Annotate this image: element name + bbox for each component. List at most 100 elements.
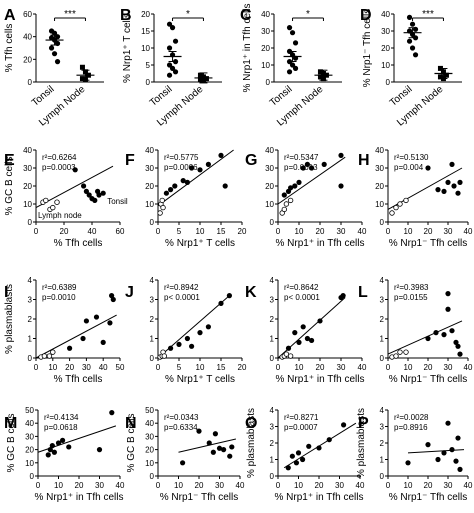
panel-n-point-filled: [206, 440, 212, 446]
panel-n-y-tick-label: 30: [145, 432, 154, 441]
panel-m-point-filled: [60, 437, 66, 443]
panel-i-point-filled: [110, 296, 116, 303]
panel-j-point-open: [161, 353, 167, 359]
panel-c-y-label: % Nrp1⁺ in Tfh cells: [242, 3, 253, 92]
panel-m-y-tick-label: 0: [30, 472, 35, 481]
panel-m-y-tick-label: 40: [25, 419, 34, 428]
panel-i-y-tick-label: 3: [28, 296, 33, 305]
panel-k-x-tick-label: 30: [337, 363, 346, 372]
panel-j-y-tick-label: 4: [150, 276, 155, 285]
panel-i-point-filled: [100, 339, 106, 345]
panel-o-point-filled: [300, 456, 306, 463]
panel-p-x-tick-label: 0: [386, 481, 391, 490]
panel-n-x-tick-label: 40: [236, 481, 245, 490]
panel-i-point-open: [46, 353, 53, 359]
panel-m-stat-label: p=0.0618: [44, 423, 78, 432]
panel-e-stat-label: p=0.0003: [42, 163, 76, 172]
panel-h-x-label: % Nrp1⁻ Tfh cells: [389, 238, 467, 249]
panel-m-point-filled: [47, 447, 53, 453]
panel-n-stat-label: p=0.6334: [164, 423, 198, 432]
panel-o-y-tick-label: 2: [270, 439, 275, 448]
panel-o-y-tick-label: 3: [270, 423, 275, 432]
panel-g-x-tick-label: 40: [358, 227, 367, 236]
panel-l-letter: L: [358, 284, 368, 301]
panel-g-x-tick-label: 20: [316, 227, 325, 236]
panel-h-point-filled: [451, 183, 457, 189]
panel-j-stat-label: p< 0.0001: [164, 293, 200, 302]
panel-c-point-tonsil: [286, 25, 293, 31]
panel-m-stat-label: r²=0.4134: [44, 413, 79, 422]
panel-a-y-tick-label: 20: [23, 55, 32, 64]
panel-k-letter: K: [245, 284, 257, 301]
panel-c-point-tonsil: [286, 69, 293, 75]
panel-g-x-tick-label: 30: [337, 227, 346, 236]
panel-c-y-tick-label: 40: [261, 10, 270, 19]
panel-g-regression-line: [277, 156, 346, 205]
panel-e-point-filled: [81, 183, 87, 189]
panel-e-y-label: % GC B cells: [4, 157, 15, 216]
panel-p-letter: P: [358, 415, 369, 432]
panel-m-y-tick-label: 50: [25, 406, 34, 415]
panel-f-x-label: % Nrp1⁺ T cells: [165, 238, 235, 249]
panel-c-point-lymph-node: [317, 74, 323, 80]
panel-l-stat-label: r²=0.3983: [394, 283, 429, 292]
panel-h-y-tick-label: 0: [380, 218, 385, 227]
panel-m-point-filled: [109, 410, 115, 416]
panel-b-significance-label: *: [186, 9, 190, 20]
panel-k-stat-label: p< 0.0001: [284, 293, 320, 302]
panel-j-point-filled: [176, 341, 182, 347]
panel-n-x-tick-label: 10: [174, 481, 183, 490]
panel-m-letter: M: [4, 415, 17, 432]
panel-k-stat-label: r²=0.8642: [284, 283, 319, 292]
panel-g-point-filled: [300, 165, 306, 171]
panel-j-x-tick-label: 10: [196, 363, 205, 372]
panel-h-stat-label: r²=0.5130: [394, 153, 429, 162]
panel-a-y-tick-label: 60: [23, 10, 32, 19]
panel-l-regression-line: [387, 320, 463, 355]
panel-j-x-tick-label: 20: [238, 363, 247, 372]
panel-m-x-tick-label: 30: [95, 481, 104, 490]
panel-c-point-tonsil: [292, 65, 299, 71]
panel-a-y-label: % Tfh cells: [4, 24, 15, 73]
panel-g-point-filled: [281, 192, 287, 198]
panel-o-y-tick-label: 4: [270, 406, 275, 415]
panel-n-y-label: % GC B cells: [126, 414, 137, 473]
panel-o-point-filled: [293, 460, 300, 466]
panel-j-x-tick-label: 5: [177, 363, 182, 372]
panel-n-point-filled: [227, 453, 233, 459]
panel-e-point-filled: [92, 197, 98, 203]
panel-n-letter: N: [125, 415, 137, 432]
panel-p-point-filled: [457, 466, 463, 472]
panel-f-y-tick-label: 20: [145, 182, 154, 191]
panel-m-point-filled: [96, 447, 103, 453]
panel-n-x-tick-label: 0: [156, 481, 161, 490]
panel-f-x-tick-label: 20: [238, 227, 247, 236]
panel-h-x-tick-label: 20: [424, 227, 433, 236]
panel-l-point-filled: [445, 291, 451, 297]
panel-f-y-tick-label: 10: [145, 200, 154, 209]
panel-e-point-filled: [86, 192, 92, 198]
panel-g-point-filled: [296, 179, 302, 185]
panel-e-point-filled: [100, 190, 106, 196]
panel-j-y-tick-label: 0: [150, 354, 155, 363]
panel-f-point-open: [160, 204, 166, 211]
panel-o-x-tick-label: 40: [356, 481, 365, 490]
panel-g-stat-label: r²=0.5347: [284, 153, 319, 162]
panel-a-point-tonsil: [48, 45, 55, 51]
panel-d-category-label: Tonsil: [388, 84, 415, 109]
panel-h-point-filled: [455, 190, 461, 196]
panel-i-y-label: % plasmablasts: [4, 284, 15, 354]
panel-k-y-tick-label: 2: [270, 315, 275, 324]
panel-h-x-tick-label: 30: [444, 227, 453, 236]
panel-e-y-tick-label: 40: [23, 146, 32, 155]
panel-g-point-filled: [288, 185, 294, 191]
panel-o-point-filled: [341, 422, 347, 428]
panel-n-y-tick-label: 10: [145, 459, 154, 468]
panel-d-letter: D: [360, 7, 372, 24]
panel-g-y-tick-label: 40: [265, 146, 274, 155]
panel-j-x-tick-label: 0: [156, 363, 161, 372]
panel-h-x-tick-label: 10: [404, 227, 413, 236]
panel-a-point-lymph-node: [79, 64, 85, 70]
panel-j-letter: J: [125, 284, 134, 301]
panel-g-point-filled: [304, 161, 310, 167]
